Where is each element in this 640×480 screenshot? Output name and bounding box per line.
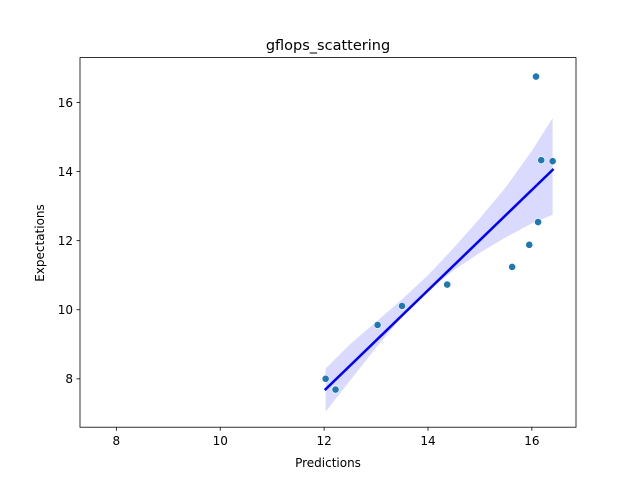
data-point — [508, 263, 517, 271]
data-point — [398, 302, 406, 310]
data-point — [525, 240, 534, 249]
data-point — [534, 218, 542, 226]
plot-frame — [79, 57, 577, 428]
x-axis-ticks: 8 10 12 14 16 — [113, 427, 539, 448]
regression-line — [323, 168, 555, 391]
x-tick-label: 12 — [316, 434, 331, 448]
data-point — [537, 156, 546, 165]
x-axis-title: Predictions — [295, 456, 361, 470]
data-point — [548, 157, 557, 166]
y-tick-label: 8 — [65, 372, 73, 386]
y-tick-label: 12 — [58, 234, 73, 248]
data-point — [443, 280, 452, 289]
x-tick-label: 8 — [113, 434, 121, 448]
data-point — [373, 321, 382, 329]
confidence-band-layer — [325, 118, 553, 412]
y-axis-title: Expectations — [33, 204, 47, 282]
confidence-band — [325, 118, 553, 412]
data-point — [321, 374, 330, 383]
data-points-layer — [321, 72, 557, 394]
x-tick-label: 10 — [213, 434, 228, 448]
y-tick-label: 14 — [58, 165, 73, 179]
regression-line-layer — [323, 168, 555, 391]
x-tick-label: 14 — [420, 434, 435, 448]
y-tick-label: 16 — [58, 96, 73, 110]
x-tick-label: 16 — [524, 434, 539, 448]
chart-title: gflops_scattering — [266, 38, 390, 54]
data-point — [532, 72, 540, 81]
data-point — [331, 385, 340, 394]
y-tick-label: 10 — [58, 303, 73, 317]
y-axis-ticks: 8 10 12 14 16 — [58, 96, 80, 386]
